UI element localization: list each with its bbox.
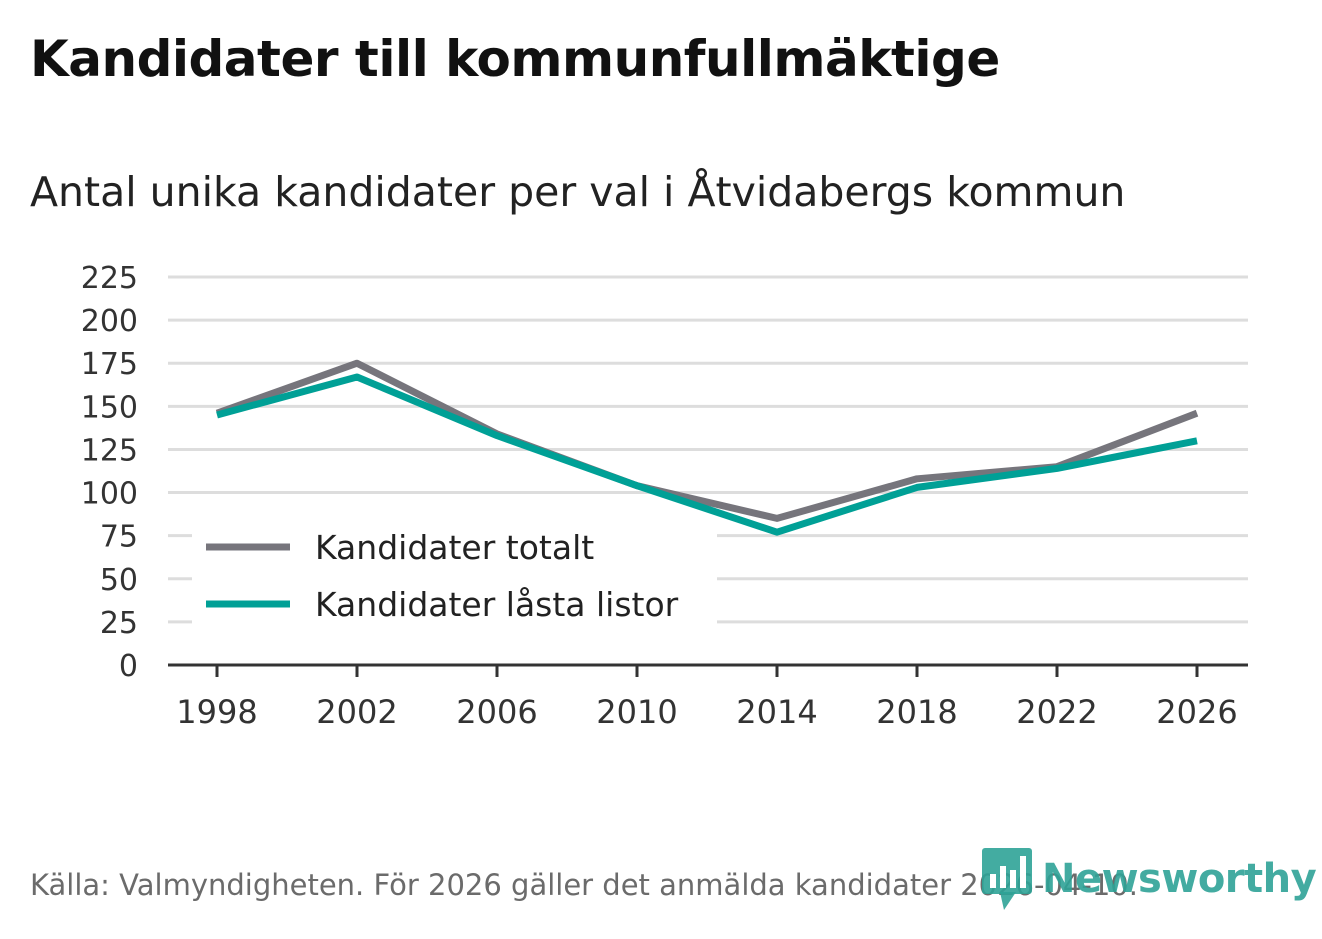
y-tick-label-25: 25 — [100, 606, 138, 641]
x-tick-label-2026: 2026 — [1156, 693, 1237, 731]
chart-title: Kandidater till kommunfullmäktige — [30, 30, 1000, 88]
y-axis-tick-labels: 0 25 50 75 100 125 150 175 200 225 — [81, 261, 138, 684]
legend-label-1: Kandidater låsta listor — [315, 585, 679, 624]
series-line-kandidater-lasta-listor — [216, 373, 1198, 536]
brand-name: Newsworthy — [1042, 856, 1317, 902]
legend-label-0: Kandidater totalt — [315, 528, 594, 567]
line-chart: 0 25 50 75 100 125 150 175 200 225 1998 2002 2006 20… — [81, 261, 1248, 731]
y-tick-label-225: 225 — [81, 261, 138, 296]
x-axis: 1998 2002 2006 2010 2014 2018 2022 2026 — [168, 663, 1248, 731]
y-tick-label-75: 75 — [100, 520, 138, 555]
series-line-kandidater-totalt — [215, 359, 1199, 522]
brand-logo: Newsworthy — [982, 848, 1317, 910]
bar-chart-speech-bubble-icon — [982, 848, 1032, 910]
y-tick-label-100: 100 — [81, 477, 138, 512]
x-tick-label-2010: 2010 — [596, 693, 677, 731]
x-tick-label-2002: 2002 — [316, 693, 397, 731]
y-tick-label-50: 50 — [100, 563, 138, 598]
legend: Kandidater totalt Kandidater låsta listor — [192, 520, 717, 628]
x-tick-label-1998: 1998 — [176, 693, 257, 731]
y-tick-label-175: 175 — [81, 347, 138, 382]
chart-subtitle: Antal unika kandidater per val i Åtvidab… — [30, 168, 1126, 216]
x-tick-label-2018: 2018 — [876, 693, 957, 731]
y-tick-label-150: 150 — [81, 390, 138, 425]
x-tick-label-2014: 2014 — [736, 693, 817, 731]
x-tick-label-2022: 2022 — [1016, 693, 1097, 731]
x-tick-label-2006: 2006 — [456, 693, 537, 731]
y-tick-label-125: 125 — [81, 433, 138, 468]
y-tick-label-0: 0 — [119, 649, 138, 684]
source-note: Källa: Valmyndigheten. För 2026 gäller d… — [30, 868, 1138, 902]
series-lines — [215, 359, 1199, 536]
legend-background — [192, 520, 717, 628]
y-tick-label-200: 200 — [81, 304, 138, 339]
